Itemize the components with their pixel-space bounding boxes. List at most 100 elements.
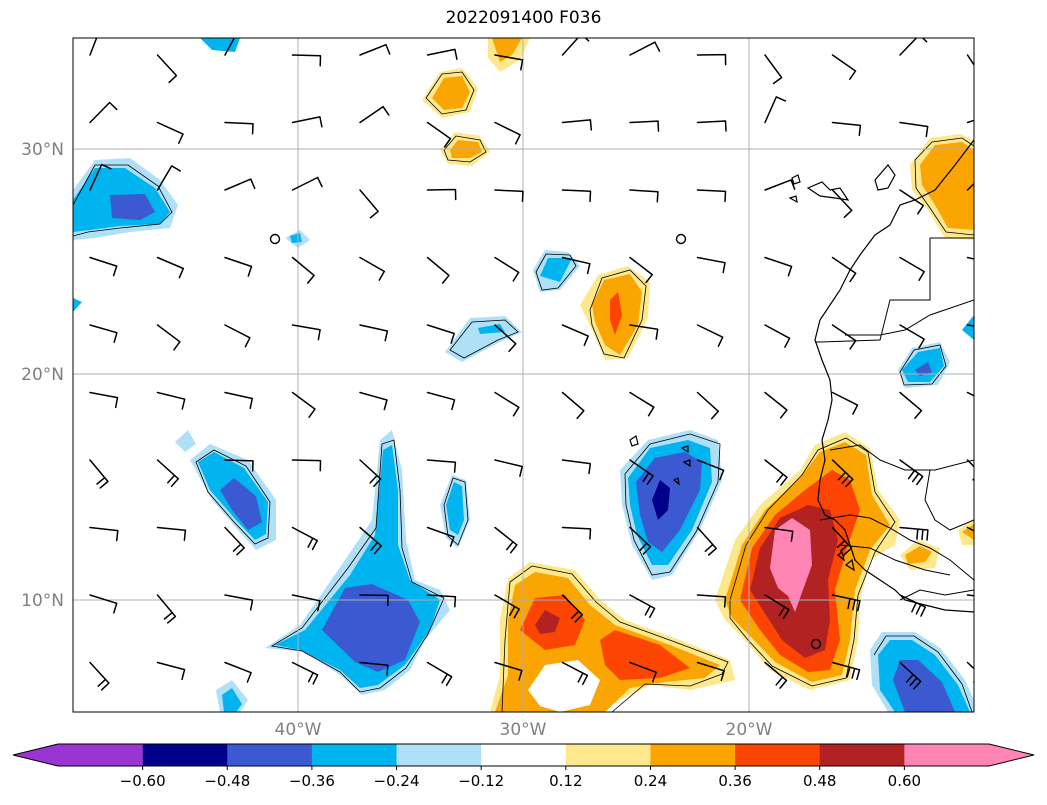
wind-barb <box>359 43 391 56</box>
colorbar-tick-label: −0.12 <box>458 772 504 790</box>
wind-barb <box>899 391 923 419</box>
wind-barb <box>696 459 725 481</box>
wind-barb <box>696 594 727 608</box>
positive-anomaly-region <box>962 524 974 540</box>
wind-barb <box>899 526 929 541</box>
wind-barb <box>966 256 974 260</box>
wind-barb <box>224 38 236 56</box>
lon-label-30w: 30°W <box>500 720 547 740</box>
positive-anomaly-region <box>920 142 974 230</box>
wind-barb <box>831 189 853 218</box>
map-frame <box>72 37 975 713</box>
wind-barb <box>696 189 727 203</box>
gridlines <box>73 38 974 712</box>
wind-barb <box>696 53 727 66</box>
wind-barb <box>494 256 520 282</box>
wind-barb <box>156 256 185 279</box>
wind-barb <box>89 661 110 691</box>
wind-barb <box>156 121 184 144</box>
lat-label-10n: 10°N <box>21 591 64 611</box>
wind-barb <box>629 661 657 683</box>
wind-barb <box>224 661 252 683</box>
negative-anomaly-region <box>222 688 242 712</box>
colorbar-tick-label: 0.48 <box>803 772 836 790</box>
wind-barb <box>966 391 974 397</box>
wind-barb <box>899 459 924 486</box>
colorbar-ticks: −0.60 −0.48 −0.36 −0.24 −0.12 0.12 0.24 0.36 0.4… <box>120 766 921 790</box>
colorbar-outline <box>12 743 1035 767</box>
wind-barb <box>561 459 592 475</box>
colorbar-extend-min <box>13 744 58 766</box>
wind-barb <box>629 324 659 340</box>
wind-barb <box>291 594 321 612</box>
wind-barb <box>831 391 859 415</box>
positive-anomaly-region <box>610 292 622 335</box>
isolated-contour-markers <box>269 233 822 650</box>
wind-barb <box>696 256 726 274</box>
wind-barb <box>494 459 523 477</box>
wind-barb <box>764 594 790 619</box>
positive-anomaly-region <box>770 518 812 612</box>
wind-barb <box>89 526 119 542</box>
wind-barb <box>494 594 520 619</box>
colorbar <box>12 743 1035 767</box>
colorbar-segment <box>565 744 651 766</box>
wind-barb <box>629 120 660 132</box>
positive-anomaly-region <box>905 546 932 564</box>
wind-barb <box>426 391 456 411</box>
negative-anomaly-region <box>290 233 302 243</box>
map-title: 2022091400 F036 <box>445 8 602 28</box>
negative-anomaly-region <box>73 158 178 240</box>
colorbar-tick-label: 0.36 <box>718 772 751 790</box>
wind-barb <box>89 324 118 344</box>
negative-anomaly-region <box>175 430 196 452</box>
wind-barb <box>426 594 457 608</box>
wind-barb <box>156 54 178 84</box>
wind-barb <box>156 459 180 487</box>
wind-barb <box>696 661 725 682</box>
wind-barb <box>359 105 390 124</box>
wind-barb <box>156 165 182 191</box>
negative-anomaly-region <box>652 480 670 520</box>
wind-barb <box>966 182 974 191</box>
wind-barb <box>224 526 245 556</box>
wind-barb <box>426 256 450 284</box>
wind-barb <box>966 54 974 85</box>
wind-barb <box>899 256 925 282</box>
wind-barb <box>899 594 927 617</box>
wind-barb <box>764 661 788 689</box>
lon-label-20w: 20°W <box>726 720 773 740</box>
colorbar-segment <box>396 744 482 766</box>
wind-barb <box>224 459 254 472</box>
wind-barb <box>561 324 589 347</box>
negative-anomaly-region <box>893 660 955 712</box>
wind-barb <box>629 526 652 555</box>
wind-barb <box>359 324 389 342</box>
colorbar-tick-label: −0.60 <box>120 772 166 790</box>
wind-barb <box>561 391 585 420</box>
wind-barb <box>291 324 321 341</box>
wind-barb <box>291 256 315 284</box>
wind-barb <box>966 661 974 683</box>
colorbar-segment <box>142 744 228 766</box>
wind-barb <box>561 526 592 540</box>
wind-barb <box>561 256 591 275</box>
negative-anomaly-region <box>220 478 262 530</box>
wind-barb <box>224 324 251 348</box>
wind-barb <box>494 324 517 352</box>
wind-barb <box>831 54 857 80</box>
wind-barb <box>291 54 322 67</box>
wind-barb <box>764 179 796 191</box>
wind-barb <box>291 526 318 551</box>
wind-barb <box>899 121 929 138</box>
wind-barb <box>156 324 181 351</box>
colorbar-segment <box>819 744 905 766</box>
wind-barb <box>224 256 253 277</box>
colorbar-segment <box>311 744 398 766</box>
wind-barb <box>89 459 109 489</box>
wind-barb <box>494 661 523 681</box>
wind-barb <box>291 116 323 128</box>
colorbar-tick-label: 0.60 <box>888 772 921 790</box>
colorbar-tick-label: 0.12 <box>549 772 582 790</box>
negative-anomaly-region <box>200 38 240 52</box>
